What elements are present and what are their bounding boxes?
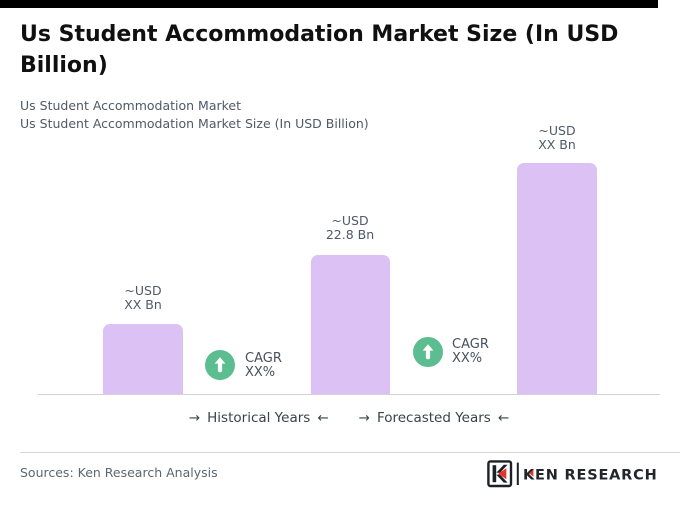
legend-label: Historical Years [207,410,311,426]
bar-value-line2: XX Bn [124,297,162,312]
chart-subtitle-line2: Us Student Accommodation Market Size (In… [20,116,369,131]
bar-value-label: ~USD XX Bn [497,124,617,152]
ken-research-badge-icon [487,460,513,488]
right-arrow-icon: → [358,410,370,426]
logo-wordmark: KEN RESEARCH [523,468,658,484]
legend-label: Forecasted Years [376,410,491,426]
cagr-label: CAGR [452,337,489,352]
bar-value-label: ~USD 22.8 Bn [290,214,410,242]
page-title: Us Student Accommodation Market Size (In… [20,22,619,78]
bar-value-line2: 22.8 Bn [325,227,375,242]
legend-item-historical-years: → Historical Years ← [189,410,329,426]
cagr-label: CAGR [245,351,282,366]
logo-k-red-accent [529,469,534,477]
bar-historical [103,324,183,394]
legend-item-forecasted-years: → Forecasted Years ← [359,410,510,426]
x-axis-line [38,394,660,395]
left-arrow-icon: ← [317,410,329,426]
bar-value-line1: ~USD [538,123,576,138]
chart-legend: → Historical Years ← → Forecasted Years … [38,410,660,426]
bar-value-label: ~USD XX Bn [83,284,203,312]
cagr-up-arrow-icon [413,337,443,367]
bar-value-line1: ~USD [124,283,162,298]
logo-separator [516,462,519,485]
ken-research-logo: KEN RESEARCH [487,460,658,488]
left-arrow-icon: ← [497,410,510,426]
chart-subtitle-line1: Us Student Accommodation Market [20,98,242,113]
top-black-bar [0,0,658,8]
footer-divider [20,452,680,453]
cagr-value: XX% [245,365,276,380]
bar-forecast [517,163,597,394]
chart-subtitle: Us Student Accommodation Market Us Stude… [20,97,640,133]
right-arrow-icon: → [188,410,201,426]
bar-value-line1: ~USD [331,213,369,228]
sources-text: Sources: Ken Research Analysis [20,465,218,480]
bar-base-year [311,255,390,394]
cagr-annotation: CAGR XX% [245,352,282,380]
cagr-value: XX% [452,351,483,366]
bar-value-line2: XX Bn [538,137,576,152]
cagr-annotation: CAGR XX% [452,338,489,366]
cagr-up-arrow-icon [205,350,235,380]
